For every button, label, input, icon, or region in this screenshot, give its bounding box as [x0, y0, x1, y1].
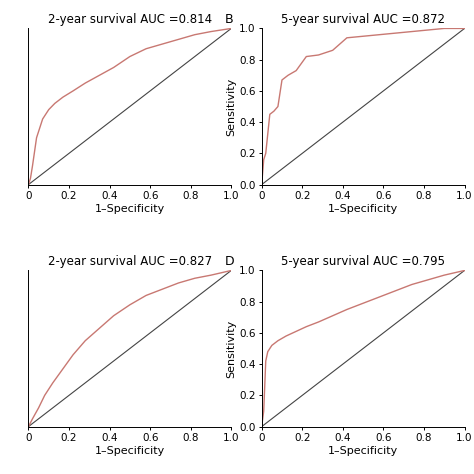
Title: 2-year survival AUC =0.827: 2-year survival AUC =0.827	[48, 255, 212, 268]
Title: 5-year survival AUC =0.795: 5-year survival AUC =0.795	[281, 255, 445, 268]
X-axis label: 1–Specificity: 1–Specificity	[328, 446, 398, 456]
Text: D: D	[225, 255, 235, 268]
Title: 2-year survival AUC =0.814: 2-year survival AUC =0.814	[48, 13, 212, 26]
Y-axis label: Sensitivity: Sensitivity	[226, 319, 236, 378]
X-axis label: 1–Specificity: 1–Specificity	[95, 204, 165, 214]
Title: 5-year survival AUC =0.872: 5-year survival AUC =0.872	[281, 13, 445, 26]
X-axis label: 1–Specificity: 1–Specificity	[95, 446, 165, 456]
Text: B: B	[225, 13, 234, 26]
Y-axis label: Sensitivity: Sensitivity	[226, 77, 236, 136]
X-axis label: 1–Specificity: 1–Specificity	[328, 204, 398, 214]
